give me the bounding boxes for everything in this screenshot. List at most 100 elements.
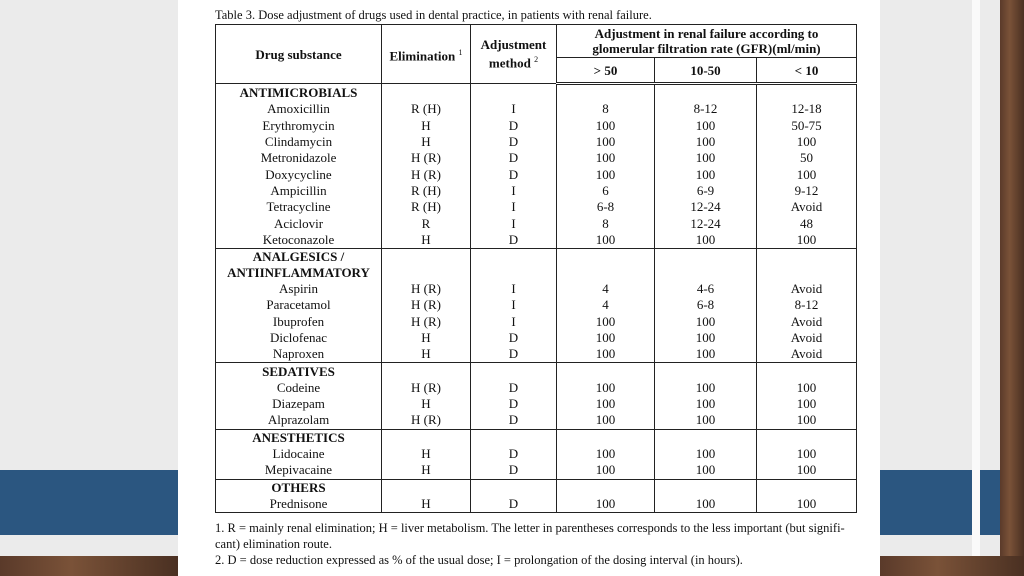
cell: R (H) [381, 199, 471, 216]
empty-cell [755, 362, 858, 380]
cell: 100 [556, 150, 655, 167]
cell: 100 [556, 313, 655, 330]
cell: 100 [755, 462, 858, 480]
cell: Ibuprofen [215, 313, 382, 330]
cell: 8 [556, 101, 655, 118]
header-text: Elimination [389, 48, 456, 64]
drug-row: Ampicillin R (H) I 6 6-9 9-12 [215, 182, 858, 200]
cell: 6 [556, 182, 655, 200]
drug-row: Paracetamol H (R) I 4 6-8 8-12 [215, 297, 858, 314]
empty-cell [470, 428, 557, 446]
cell: 6-9 [654, 182, 757, 200]
cell: Metronidazole [215, 150, 382, 167]
cell: 100 [654, 313, 757, 330]
cell: 100 [654, 445, 757, 463]
cell: 100 [556, 445, 655, 463]
group-label-row: ANESTHETICS [215, 428, 858, 446]
cell: 50 [755, 150, 858, 167]
cell: D [470, 329, 557, 347]
group-label: ANTIMICROBIALS [239, 84, 358, 100]
cell: Tetracycline [215, 199, 382, 216]
cell: 100 [556, 396, 655, 413]
cell: 100 [556, 346, 655, 363]
group-label: ANESTHETICS [252, 429, 345, 445]
cell: 8-12 [654, 101, 757, 118]
empty-cell [381, 428, 471, 446]
cell: Avoid [755, 199, 858, 216]
cell: 100 [755, 133, 858, 151]
cell: H [381, 117, 471, 134]
cell: 100 [755, 445, 858, 463]
cell: D [470, 412, 557, 430]
cell: 48 [755, 215, 858, 232]
empty-cell [556, 247, 655, 281]
stripe [972, 0, 980, 576]
cell: 4 [556, 297, 655, 314]
cell: 12-18 [755, 101, 858, 118]
cell: Mepivacaine [215, 462, 382, 480]
cell: I [470, 280, 557, 298]
cell: 100 [556, 166, 655, 183]
cell: Erythromycin [215, 117, 382, 134]
cell: 100 [755, 412, 858, 430]
cell: Avoid [755, 313, 858, 330]
empty-cell [755, 428, 858, 446]
group-label-cell: ANESTHETICS [215, 428, 382, 446]
cell: 100 [654, 133, 757, 151]
cell: 100 [654, 150, 757, 167]
header-cell: Adjustment in renal failure according to… [555, 24, 858, 58]
drug-row: Aciclovir R I 8 12-24 48 [215, 215, 858, 232]
empty-cell [470, 247, 557, 281]
cell: 100 [654, 462, 757, 480]
header-text: Drug substance [255, 46, 342, 62]
gfr-column-header: > 50 [556, 57, 655, 85]
cell: D [470, 133, 557, 151]
empty-cell [755, 478, 858, 496]
group-label-row: OTHERS [215, 478, 858, 496]
cell: 100 [556, 329, 655, 347]
cell: D [470, 445, 557, 463]
cell: H [381, 396, 471, 413]
drug-row: Aspirin H (R) I 4 4-6 Avoid [215, 280, 858, 298]
cell: 100 [654, 166, 757, 183]
drug-row: Alprazolam H (R) D 100 100 100 [215, 412, 858, 430]
empty-cell [755, 247, 858, 281]
group-label-row: ANTIMICROBIALS [215, 83, 858, 102]
cell: H (R) [381, 412, 471, 430]
gfr-column-header: 10-50 [654, 57, 757, 85]
drug-row: Ibuprofen H (R) I 100 100 Avoid [215, 313, 858, 330]
drug-group: ANTIMICROBIALS Amoxicillin R (H) I 8 8-12 12-1… [215, 83, 858, 249]
empty-cell [470, 478, 557, 496]
cell: D [470, 150, 557, 167]
cell: D [470, 379, 557, 397]
cell: R [381, 215, 471, 232]
table-panel: Table 3. Dose adjustment of drugs used i… [178, 0, 880, 576]
cell: 100 [556, 495, 655, 514]
cell: Ampicillin [215, 182, 382, 200]
cell: Doxycycline [215, 166, 382, 183]
footnote-ref: 1 [458, 47, 463, 57]
cell: 100 [654, 117, 757, 134]
empty-cell [470, 362, 557, 380]
cell: H (R) [381, 379, 471, 397]
cell: D [470, 346, 557, 363]
empty-cell [654, 478, 757, 496]
drug-row: Ketoconazole H D 100 100 100 [215, 231, 858, 249]
group-label: ANALGESICS / [252, 248, 345, 264]
cell: 6-8 [556, 199, 655, 216]
drug-group: SEDATIVES Codeine H (R) D 100 100 100 Diazepam H… [215, 362, 858, 430]
header-text: Adjustment in renal failure according to… [592, 26, 821, 56]
cell: 8 [556, 215, 655, 232]
group-label-cell: SEDATIVES [215, 362, 382, 380]
drug-row: Prednisone H D 100 100 100 [215, 495, 858, 514]
cell: Alprazolam [215, 412, 382, 430]
empty-cell [381, 83, 471, 102]
cell: H [381, 329, 471, 347]
group-label: ANTIINFLAMMATORY [227, 264, 370, 280]
cell: 4 [556, 280, 655, 298]
cell: H [381, 231, 471, 249]
header-cell: Adjustment method 2 [470, 24, 557, 84]
cell: Aciclovir [215, 215, 382, 232]
empty-cell [381, 478, 471, 496]
cell: H (R) [381, 150, 471, 167]
